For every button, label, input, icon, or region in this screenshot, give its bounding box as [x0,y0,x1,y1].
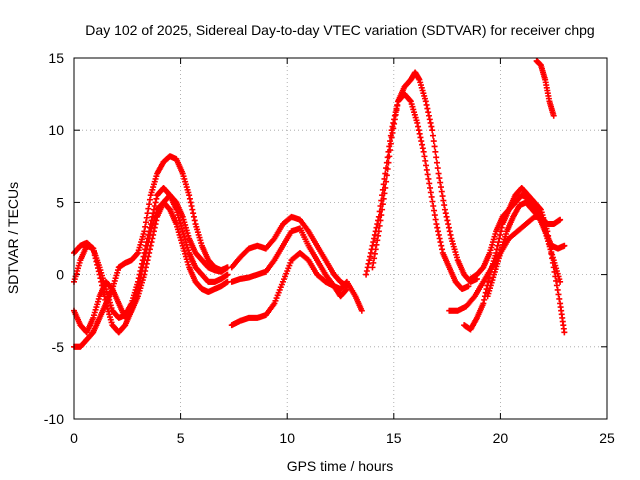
series-track-11 [461,184,568,336]
data-point [343,286,350,293]
data-point [429,132,436,139]
data-point [385,159,392,166]
x-tick-label: 20 [493,430,509,446]
data-point [550,112,557,119]
series-track-13 [484,199,568,300]
data-point [380,195,387,202]
series-track-7 [228,225,350,300]
y-tick-label: 10 [48,122,64,138]
data-point [432,148,439,155]
data-point [495,239,502,246]
data-point [557,216,564,223]
data-point [375,228,382,235]
data-point [561,329,568,336]
data-point [430,138,437,145]
data-point [377,217,384,224]
x-tick-label: 10 [279,430,295,446]
axis-ticks: 0 5 10 15 20 25 -10 -5 0 5 10 15 [44,50,615,446]
data-point [383,178,390,185]
y-tick-label: -10 [44,411,64,427]
data-point [387,140,394,147]
data-point [358,307,365,314]
data-point [384,166,391,173]
data-point [381,190,388,197]
series-track-3 [71,184,231,321]
data-point [431,143,438,150]
series-track-8 [363,69,480,285]
data-point [382,184,389,191]
data-point [378,212,385,219]
data-point [379,206,386,213]
y-tick-label: 15 [48,50,64,66]
data-point [429,127,436,134]
series-track-5 [228,213,350,290]
y-axis-label: SDTVAR / TECUs [5,182,21,294]
data-point [383,172,390,179]
data-point [433,159,440,166]
data-point [376,222,383,229]
y-tick-label: 0 [56,267,64,283]
data-point [434,165,441,172]
data-point [557,278,564,285]
x-tick-label: 15 [386,430,402,446]
x-tick-label: 0 [70,430,78,446]
data-points [71,57,568,350]
data-point [433,154,440,161]
x-axis-label: GPS time / hours [287,458,394,474]
data-point [561,242,568,249]
data-point [379,201,386,208]
data-point [465,283,472,290]
data-point [224,271,231,278]
plot-frame [73,57,608,420]
series-track-14 [533,57,557,119]
series-track-9 [369,91,472,293]
x-tick-label: 25 [599,430,615,446]
data-point [386,153,393,160]
y-tick-label: 5 [56,194,64,210]
chart-title: Day 102 of 2025, Sidereal Day-to-day VTE… [85,22,594,38]
x-tick-label: 5 [177,430,185,446]
y-tick-label: -5 [52,339,65,355]
data-point [387,147,394,154]
series-track-4 [71,153,231,350]
